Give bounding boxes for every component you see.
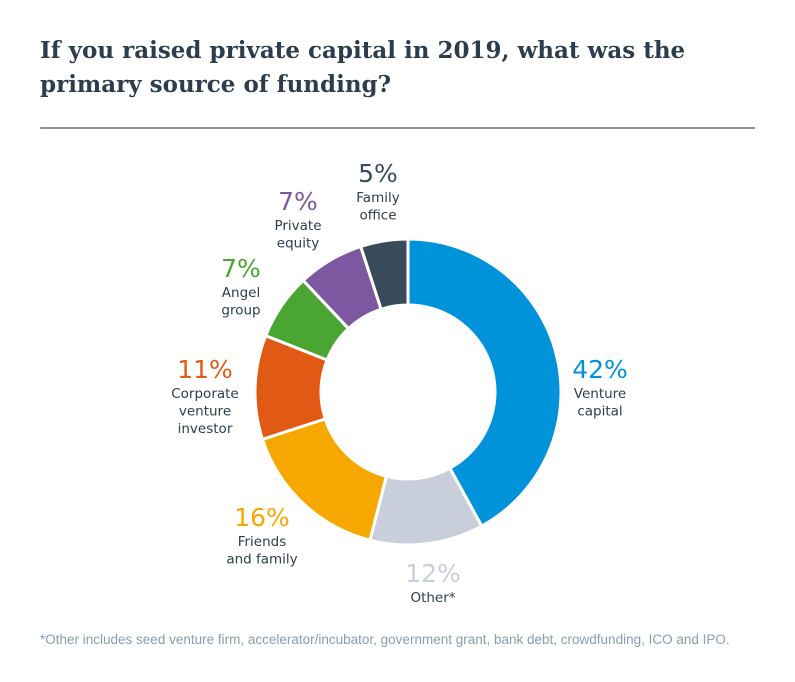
- slice-percent-label: 42%: [572, 355, 628, 384]
- chart-title: If you raised private capital in 2019, w…: [40, 37, 686, 98]
- slice-family-office: [358, 237, 410, 312]
- slice-percent-label: 11%: [177, 355, 233, 384]
- slice-category-label: capital: [577, 404, 622, 420]
- slice-category-label: Private: [274, 218, 321, 234]
- slice-percent-label: 7%: [221, 254, 261, 283]
- slice-category-label: Other*: [410, 590, 455, 606]
- slice-category-label: Friends: [238, 534, 287, 550]
- slice-percent-label: 16%: [234, 503, 290, 532]
- slice-percent-label: 7%: [278, 187, 318, 216]
- slice-category-label: Venture: [574, 386, 626, 402]
- slice-venture-capital: [406, 237, 563, 529]
- slice-category-label: equity: [277, 236, 319, 252]
- footnote: *Other includes seed venture firm, accel…: [40, 632, 730, 647]
- slice-category-label: Angel: [222, 285, 260, 301]
- slice-category-label: investor: [178, 421, 233, 437]
- slice-category-label: and family: [226, 552, 297, 568]
- slice-category-label: office: [359, 208, 396, 224]
- title-divider: [40, 127, 755, 129]
- slice-category-label: Corporate: [171, 386, 239, 402]
- slice-category-label: group: [221, 303, 260, 319]
- slice-percent-label: 12%: [405, 559, 461, 588]
- slice-category-label: Family: [356, 190, 399, 206]
- slice-category-label: venture: [179, 404, 231, 420]
- slice-percent-label: 5%: [358, 159, 398, 188]
